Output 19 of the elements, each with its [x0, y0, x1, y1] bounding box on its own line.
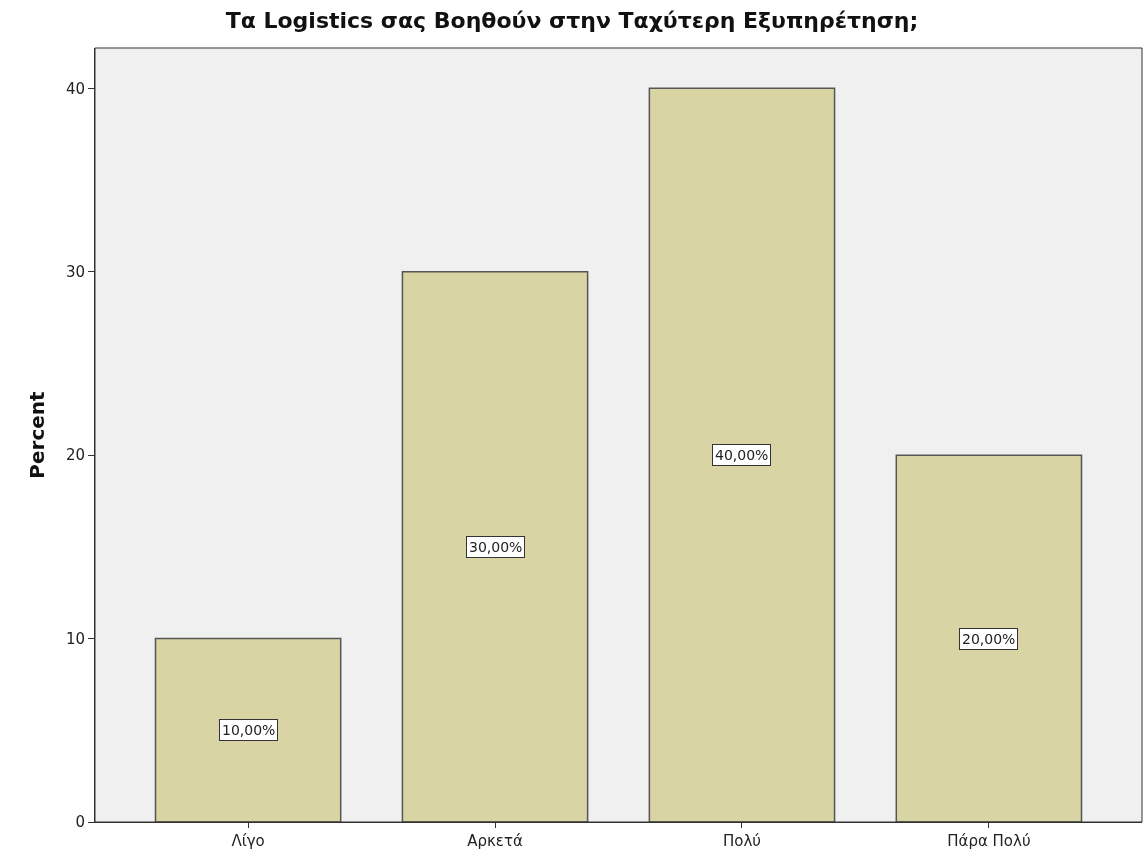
data-label: 40,00%: [715, 447, 769, 463]
data-label: 20,00%: [962, 631, 1016, 647]
y-tick-label: 30: [65, 263, 85, 282]
y-tick-label: 40: [65, 79, 85, 98]
x-tick-label: Αρκετά: [467, 832, 523, 850]
x-tick-label: Λίγο: [231, 832, 265, 850]
y-tick-label: 0: [75, 813, 85, 832]
data-label: 10,00%: [222, 722, 276, 738]
y-tick-label: 10: [65, 629, 85, 648]
bar: [154, 637, 342, 822]
bar: [401, 271, 589, 822]
chart-title: Τα Logistics σας Βοηθούν στην Ταχύτερη Εξυπηρέτηση;: [225, 8, 919, 34]
x-tick-label: Πολύ: [722, 832, 761, 850]
y-tick-label: 20: [65, 446, 85, 465]
data-label: 30,00%: [469, 539, 523, 555]
bar: [895, 454, 1083, 822]
y-axis-title: Percent: [25, 390, 50, 479]
x-tick-label: Πάρα Πολύ: [947, 832, 1031, 850]
bar: [648, 87, 836, 822]
